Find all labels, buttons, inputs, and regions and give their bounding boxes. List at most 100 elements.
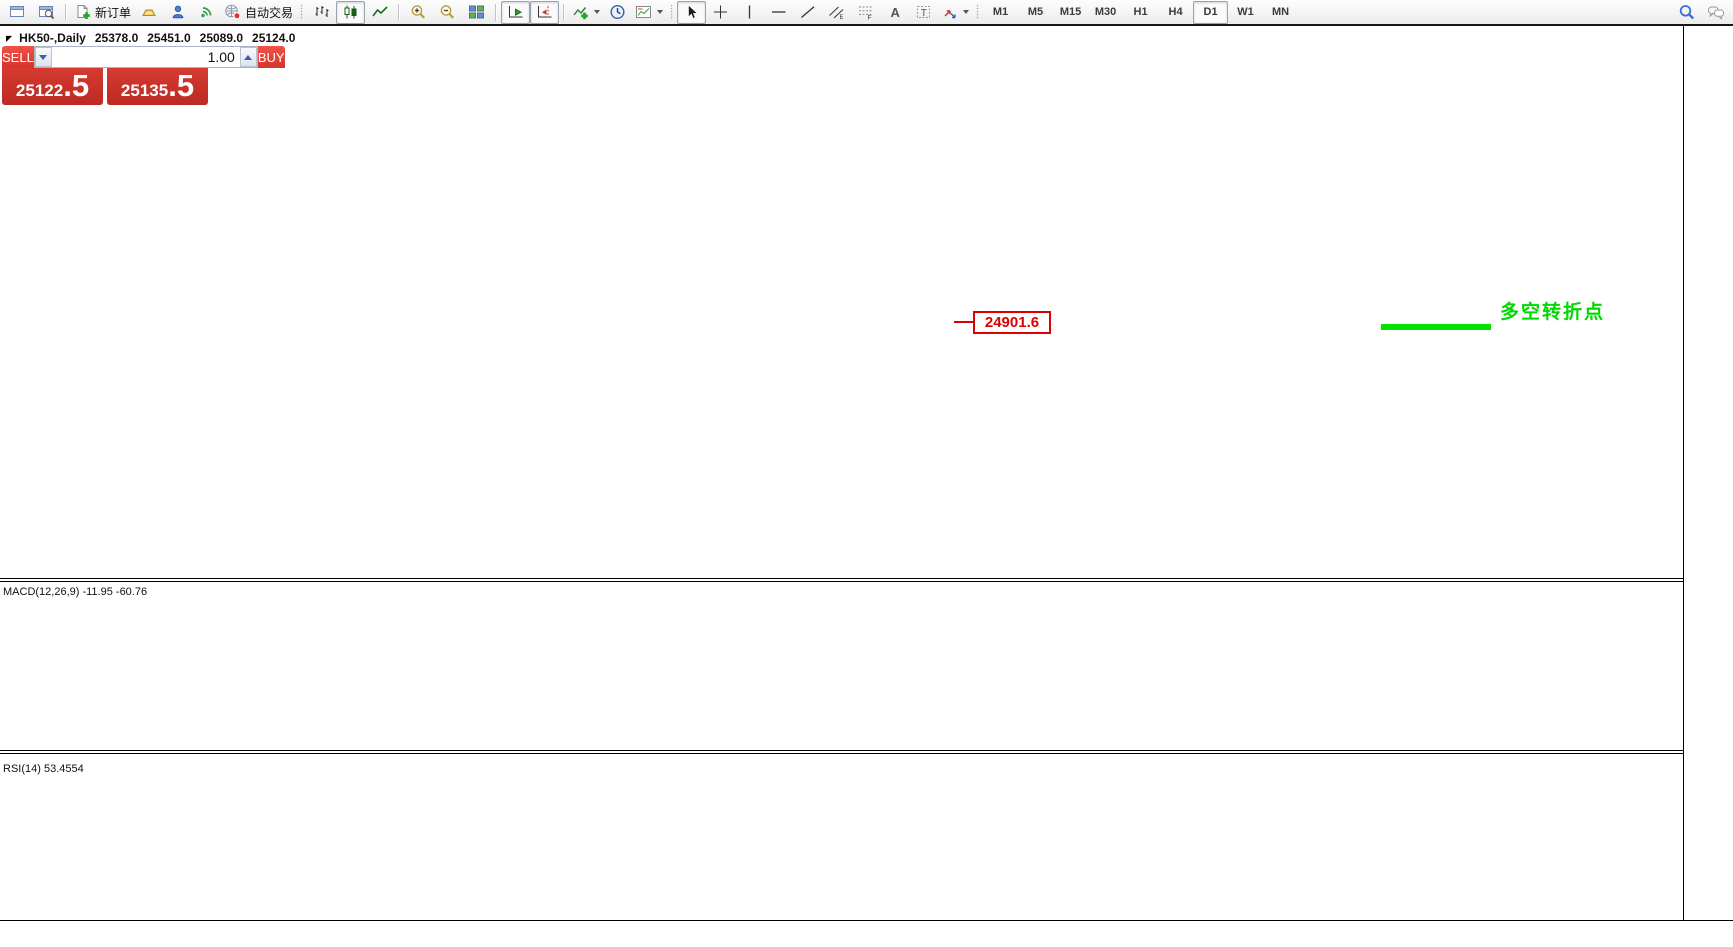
- bid-price-main: 25122: [15, 81, 64, 100]
- metaeditor-button[interactable]: [134, 1, 163, 24]
- tf-m15-button[interactable]: M15: [1059, 6, 1082, 18]
- new-chart-button[interactable]: [3, 1, 32, 24]
- chevron-down-icon: [594, 10, 601, 14]
- indicators-icon: [572, 4, 590, 20]
- search-button[interactable]: [1672, 1, 1701, 24]
- toolbar-separator: [300, 4, 304, 20]
- svg-text:F: F: [867, 15, 871, 21]
- turning-point-annotation[interactable]: 多空转折点: [1500, 302, 1606, 323]
- price-callout-label[interactable]: 24901.6: [973, 311, 1051, 334]
- auto-trading-icon: [224, 4, 242, 20]
- ask-price-main: 25135: [120, 81, 169, 100]
- volume-increase-button[interactable]: [239, 47, 257, 67]
- ohlc-low: 25089.0: [199, 31, 244, 45]
- vertical-line-button[interactable]: [735, 1, 764, 24]
- crosshair-icon: [712, 4, 730, 20]
- equidistant-channel-button[interactable]: E: [822, 1, 851, 24]
- volume-decrease-button[interactable]: [34, 47, 52, 67]
- tf-w1-button[interactable]: W1: [1237, 6, 1254, 18]
- chevron-down-icon: [657, 10, 664, 14]
- rsi-indicator-label: RSI(14) 53.4554: [3, 763, 84, 775]
- bar-chart-button[interactable]: [307, 1, 336, 24]
- vertical-line-icon: [741, 4, 759, 20]
- price-chart-canvas[interactable]: [0, 26, 1683, 578]
- new-order-button[interactable]: 新订单: [71, 1, 134, 24]
- period-clock-icon: [609, 4, 627, 20]
- arrow-objects-icon: [941, 4, 959, 20]
- chart-window[interactable]: ◤ HK50-,Daily 25378.0 25451.0 25089.0 25…: [0, 24, 1733, 947]
- fibonacci-retracement-icon: F: [857, 4, 875, 20]
- indicators-button[interactable]: [569, 1, 603, 24]
- toolbar: 新订单 自动交易 E F A T M1 M5 M15 M30 H1 H4 D1 W1 MN: [0, 0, 1733, 24]
- period-clock-button[interactable]: [603, 1, 632, 24]
- mql5-community-button[interactable]: [163, 1, 192, 24]
- bar-chart-icon: [313, 4, 331, 20]
- ohlc-close: 25124.0: [252, 31, 296, 45]
- ohlc-open: 25378.0: [94, 31, 139, 45]
- signals-button[interactable]: [192, 1, 221, 24]
- support-level-bar[interactable]: [1381, 324, 1491, 330]
- bid-price-button[interactable]: 25122 .5: [2, 68, 103, 105]
- profiles-icon: [38, 4, 56, 20]
- tf-mn-button[interactable]: MN: [1271, 6, 1290, 18]
- macd-panel[interactable]: [0, 582, 1683, 750]
- templates-button[interactable]: [632, 1, 666, 24]
- toolbar-groups: 新订单 自动交易 E F A T M1 M5 M15 M30 H1 H4 D1 W1 MN: [3, 0, 1298, 24]
- time-axis[interactable]: [0, 920, 1733, 947]
- zoom-out-icon: [439, 4, 457, 20]
- zoom-out-button[interactable]: [433, 1, 462, 24]
- trendline-button[interactable]: [793, 1, 822, 24]
- collapse-triangle-icon[interactable]: ◤: [6, 33, 13, 43]
- volume-input[interactable]: [51, 47, 240, 67]
- toolbar-right-icons: [1672, 1, 1730, 24]
- tf-m1-button[interactable]: M1: [992, 6, 1009, 18]
- auto-trading-button[interactable]: 自动交易: [221, 1, 296, 24]
- buy-button[interactable]: BUY: [257, 46, 285, 68]
- trendline-icon: [799, 4, 817, 20]
- candlestick-chart-button[interactable]: [336, 0, 366, 24]
- tf-m30-button[interactable]: M30: [1094, 6, 1117, 18]
- zoom-in-button[interactable]: [404, 1, 433, 24]
- templates-icon: [635, 4, 653, 20]
- panel-separator[interactable]: [0, 750, 1733, 754]
- chat-button[interactable]: [1701, 1, 1730, 24]
- tf-h1-button[interactable]: H1: [1133, 6, 1148, 18]
- horizontal-line-icon: [770, 4, 788, 20]
- horizontal-line-button[interactable]: [764, 1, 793, 24]
- down-triangle-icon: [39, 54, 48, 60]
- cursor-button[interactable]: [677, 0, 707, 24]
- text-button[interactable]: A: [880, 1, 909, 24]
- price-callout-dash: [954, 321, 973, 323]
- tf-d1-button[interactable]: D1: [1193, 0, 1229, 24]
- zoom-in-icon: [410, 4, 428, 20]
- line-chart-button[interactable]: [365, 1, 394, 24]
- rsi-panel[interactable]: [0, 754, 1683, 920]
- up-triangle-icon: [244, 54, 253, 60]
- panel-separator[interactable]: [0, 578, 1733, 582]
- candlestick-chart-icon: [342, 4, 360, 20]
- tile-windows-icon: [468, 4, 486, 20]
- text-label-icon: T: [915, 4, 933, 20]
- toolbar-separator: [495, 3, 498, 21]
- auto-scroll-button[interactable]: [501, 0, 531, 24]
- cursor-icon: [683, 4, 701, 20]
- chart-shift-button[interactable]: [530, 0, 560, 24]
- ask-price-button[interactable]: 25135 .5: [107, 68, 208, 105]
- tf-h4-button[interactable]: H4: [1168, 6, 1183, 18]
- price-axis[interactable]: [1683, 26, 1733, 920]
- arrow-objects-button[interactable]: [938, 1, 972, 24]
- profiles-button[interactable]: [32, 1, 61, 24]
- chevron-down-icon: [963, 10, 970, 14]
- text-icon: A: [886, 4, 904, 20]
- equidistant-channel-icon: E: [828, 4, 846, 20]
- sell-button[interactable]: SELL: [2, 46, 34, 68]
- crosshair-button[interactable]: [706, 1, 735, 24]
- line-chart-icon: [371, 4, 389, 20]
- tf-m5-button[interactable]: M5: [1027, 6, 1044, 18]
- svg-text:T: T: [920, 8, 926, 19]
- text-label-button[interactable]: T: [909, 1, 938, 24]
- auto-scroll-icon: [507, 4, 525, 20]
- tile-windows-button[interactable]: [462, 1, 491, 24]
- fibonacci-retracement-button[interactable]: F: [851, 1, 880, 24]
